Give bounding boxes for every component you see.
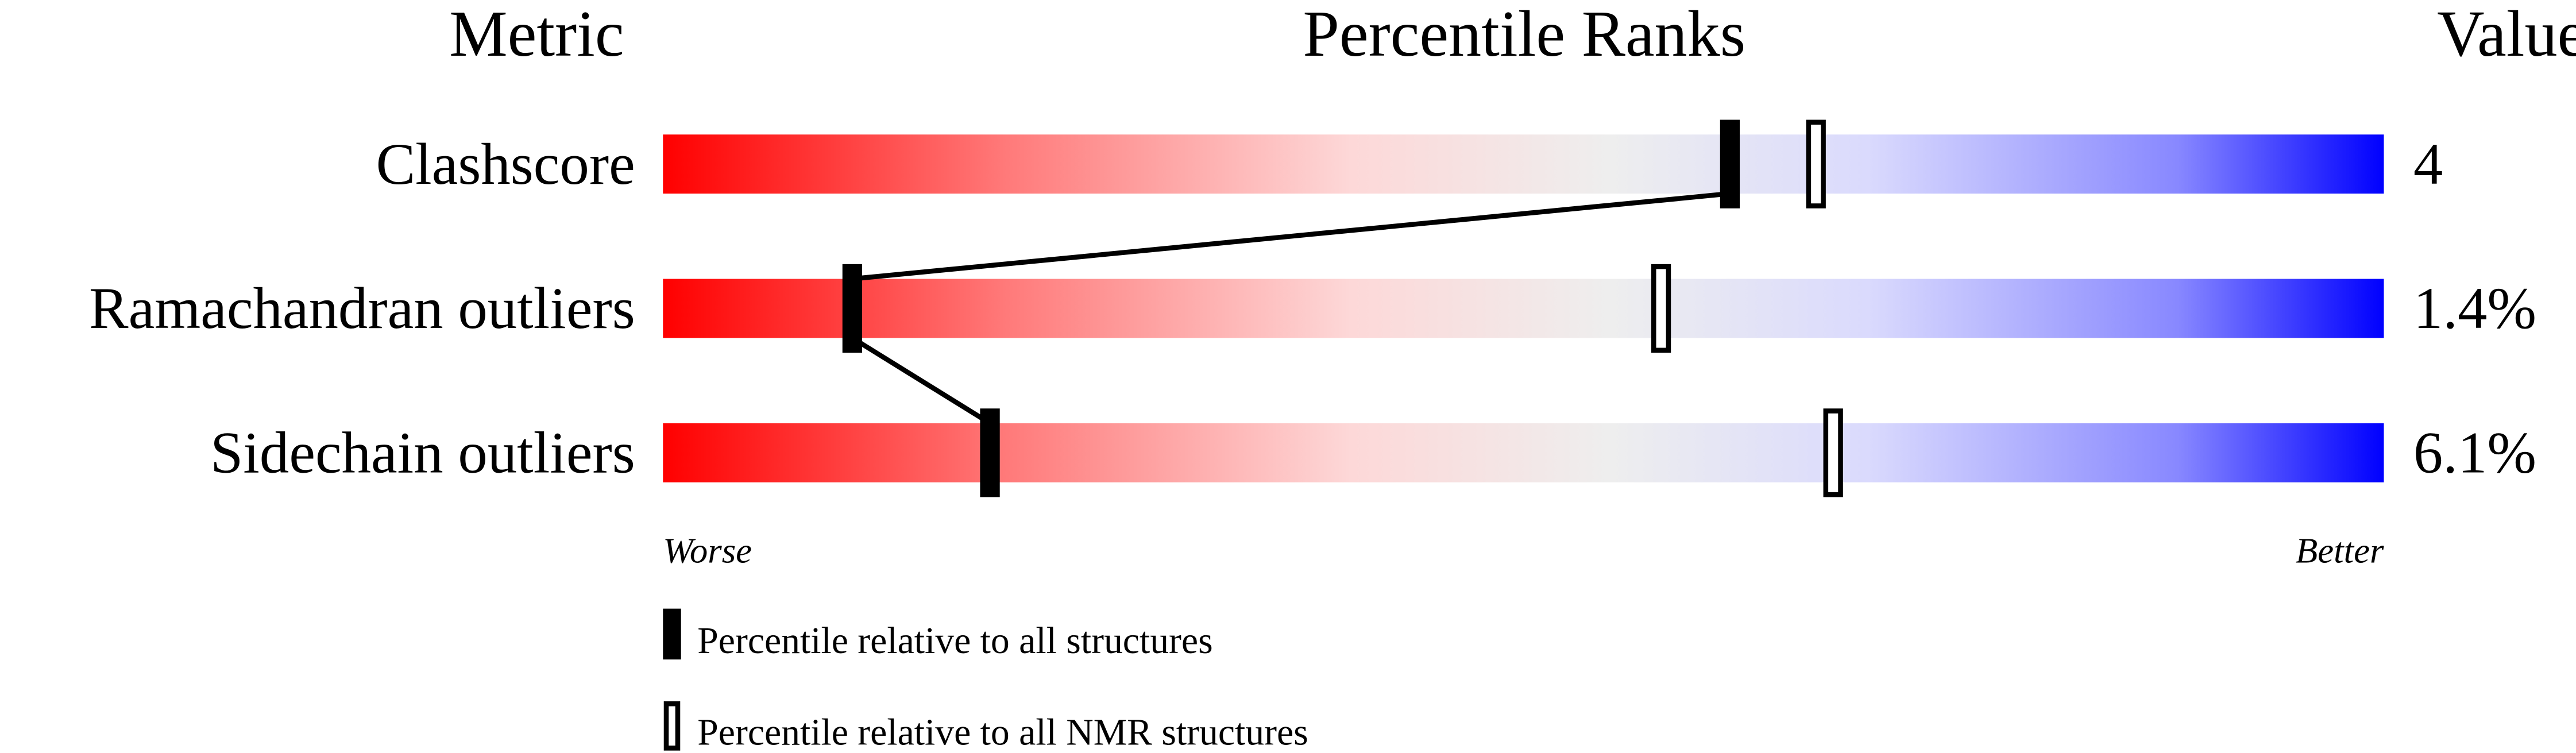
header-value: Value xyxy=(2437,0,2576,70)
axis-worse-label: Worse xyxy=(663,531,752,571)
marker-all-structures xyxy=(842,264,862,353)
metric-value: 1.4% xyxy=(2413,276,2536,341)
marker-nmr-structures xyxy=(1823,408,1843,497)
metric-label: Sidechain outliers xyxy=(210,420,635,486)
marker-all-structures xyxy=(1720,119,1740,208)
metric-value: 4 xyxy=(2413,132,2443,197)
header-metric: Metric xyxy=(449,0,624,70)
percentile-bar xyxy=(663,279,2384,338)
legend-hollow-marker xyxy=(663,701,681,751)
metric-label: Ramachandran outliers xyxy=(89,276,635,341)
legend-hollow-label: Percentile relative to all NMR structure… xyxy=(697,712,1308,753)
marker-nmr-structures xyxy=(1806,119,1826,208)
axis-better-label: Better xyxy=(2296,531,2384,571)
legend-filled-marker xyxy=(663,608,681,660)
metric-label: Clashscore xyxy=(376,132,635,197)
percentile-bar xyxy=(663,134,2384,194)
percentile-bar xyxy=(663,423,2384,482)
metric-value: 6.1% xyxy=(2413,420,2536,486)
legend-filled-label: Percentile relative to all structures xyxy=(697,620,1212,662)
connector-line xyxy=(852,191,1731,281)
header-percentile-ranks: Percentile Ranks xyxy=(1303,0,1745,70)
marker-all-structures xyxy=(980,408,1000,497)
marker-nmr-structures xyxy=(1651,264,1671,353)
connector-line xyxy=(851,335,991,426)
